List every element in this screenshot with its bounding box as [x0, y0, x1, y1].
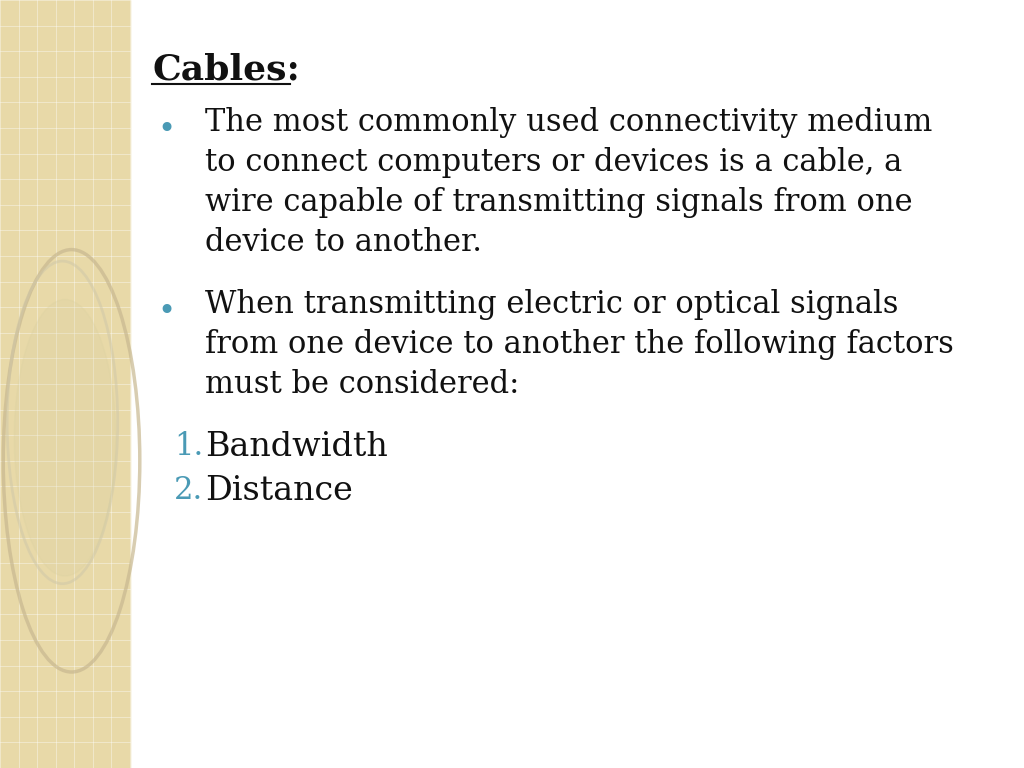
Text: to connect computers or devices is a cable, a: to connect computers or devices is a cab… [205, 147, 902, 178]
Text: Cables:: Cables: [152, 52, 300, 86]
Text: 2.: 2. [174, 475, 204, 506]
Text: from one device to another the following factors: from one device to another the following… [205, 329, 954, 360]
Text: must be considered:: must be considered: [205, 369, 519, 400]
Text: •: • [157, 115, 175, 144]
Text: •: • [157, 297, 175, 326]
Bar [0, 0, 130, 768]
Text: The most commonly used connectivity medium: The most commonly used connectivity medi… [205, 107, 933, 138]
Text: 1.: 1. [174, 431, 204, 462]
Ellipse shape [14, 300, 116, 576]
Text: When transmitting electric or optical signals: When transmitting electric or optical si… [205, 289, 898, 320]
Text: wire capable of transmitting signals from one: wire capable of transmitting signals fro… [205, 187, 912, 218]
Text: device to another.: device to another. [205, 227, 482, 258]
Text: Bandwidth: Bandwidth [205, 431, 388, 463]
Text: Distance: Distance [205, 475, 353, 507]
